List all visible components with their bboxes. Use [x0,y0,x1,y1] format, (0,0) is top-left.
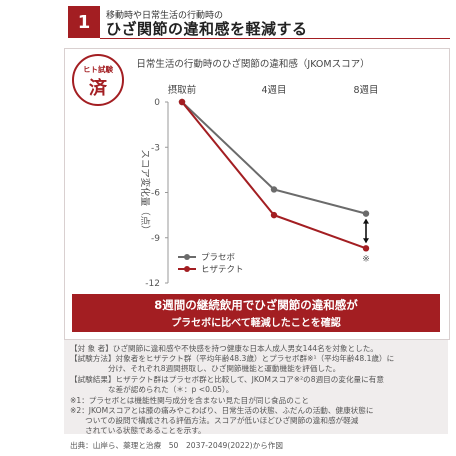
section-subtitle: 移動時や日常生活の行動時の [106,11,224,21]
data-point [362,210,370,217]
legend-marker [184,254,190,260]
data-point [178,98,186,106]
study-notes-box [64,340,448,434]
y-tick-label: -3 [151,143,160,153]
banner-line-1: 8週間の継続飲用でひざ関節の違和感が [154,298,358,312]
significance-mark: ※ [362,254,370,264]
section-title: ひざ関節の違和感を軽減する [106,20,308,38]
y-tick-label: -9 [151,234,160,244]
chart-title: 日常生活の行動時のひざ関節の違和感（JKOMスコア） [136,59,370,70]
y-axis-label: スコア変化量（点） [139,149,151,235]
legend-label: ヒザテクト [201,265,244,275]
series-line [181,101,367,215]
note-line: 【試験方法】対象者をヒザテクト群（平均年齢48.3歳）とプラセボ群※¹（平均年齢… [70,354,395,363]
x-tick-label: 4週目 [261,84,286,96]
legend-label: プラセボ [201,253,236,263]
note-line: な差が認められた（＊：p <0.05）。 [70,385,234,394]
y-tick-label: 0 [154,98,160,108]
x-tick-label: 摂取前 [168,84,197,96]
y-tick-label: -12 [145,279,160,289]
data-point [270,211,278,219]
result-banner: 8週間の継続飲用でひざ関節の違和感が プラセボに比べて軽減したことを確認 [72,294,440,332]
y-tick-label: -6 [151,189,160,199]
legend-marker [184,266,190,272]
x-tick-label: 8週目 [353,84,378,96]
note-line: ついての設問で構成される評価方法。スコアが低いほどひざ関節の違和感が軽減 [70,416,359,425]
arrow-head-top [363,218,369,224]
arrow-head-bottom [363,238,369,244]
badge-mark: 済 [89,78,107,99]
banner-line-2: プラセボに比べて軽減したことを確認 [171,318,341,329]
source-citation: 出典：山岸ら、薬理と治療 50 2037-2049(2022)から作図 [70,441,283,450]
section-number: 1 [68,6,100,38]
data-point [362,245,370,252]
note-line: 【対 象 者】ひざ関節に違和感や不快感を持つ健康な日本人成人男女144名を対象と… [70,344,378,353]
series-line [181,101,367,250]
note-line: されている状態であることを示す。 [70,426,206,435]
note-line: ※1：プラセボとは機能性関与成分を含まない見た目が同じ食品のこと [70,396,310,405]
note-line: ※2：JKOMスコアとは膝の痛みやこわばり、日常生活の状態、ふだんの活動、健康状… [70,406,374,415]
human-trial-badge: ヒト試験 済 [72,54,124,106]
note-line: 【試験結果】ヒザテクト群はプラセボ群と比較して、JKOMスコア※²の8週目の変化… [70,375,384,384]
badge-label: ヒト試験 [83,65,113,74]
note-line: 分け、それぞれ8週間摂取し、ひざ関節機能と運動機能を評価した。 [70,364,341,373]
header-divider [100,38,450,39]
data-point [270,186,278,193]
